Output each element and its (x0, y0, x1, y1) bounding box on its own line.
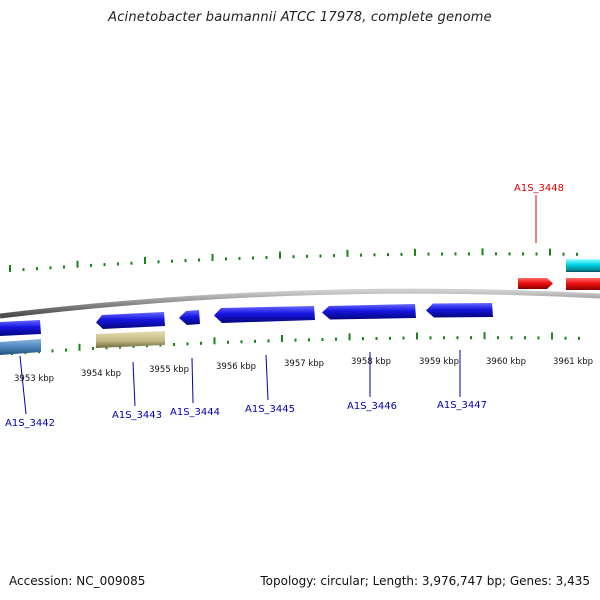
map-title: Acinetobacter baumannii ATCC 17978, comp… (108, 10, 492, 25)
gene-label-a1s-3447[interactable]: A1S_3447 (437, 400, 487, 411)
scale-label: 3958 kbp (351, 357, 391, 367)
scale-label: 3953 kbp (14, 374, 54, 384)
gene-label-a1s-3446[interactable]: A1S_3446 (347, 401, 397, 412)
gene-arrow-a1s-3447[interactable] (426, 303, 493, 318)
scale-label: 3954 kbp (81, 369, 121, 379)
gene-label-a1s-3445[interactable]: A1S_3445 (245, 404, 295, 415)
scale-labels: 3953 kbp 3954 kbp 3955 kbp 3956 kbp 3957… (14, 357, 593, 384)
scale-label: 3956 kbp (216, 362, 256, 372)
gene-label-a1s-3442[interactable]: A1S_3442 (5, 418, 55, 429)
gene-arrow-a1s-3446[interactable] (322, 304, 416, 320)
scale-label: 3959 kbp (419, 357, 459, 367)
scale-label: 3955 kbp (149, 365, 189, 375)
gene-arrow-forward-right-edge[interactable] (566, 278, 600, 290)
leader-line-a1s-3442 (19, 355, 27, 415)
accession-label: Accession: NC_009085 (9, 574, 146, 588)
leader-line-a1s-3445 (265, 354, 269, 401)
gene-label-a1s-3444[interactable]: A1S_3444 (170, 407, 220, 418)
gene-arrow-a1s-3443[interactable] (96, 312, 165, 329)
gene-arrow-a1s-3445[interactable] (214, 306, 315, 323)
rna-feature-cyan[interactable] (566, 259, 600, 271)
scale-label: 3960 kbp (486, 357, 526, 367)
genome-backbone (0, 288, 600, 319)
leader-line-a1s-3444 (191, 357, 194, 404)
gene-arrow-a1s-3448[interactable] (518, 278, 553, 289)
gene-arrow-a1s-3444[interactable] (179, 310, 200, 325)
scale-label: 3961 kbp (553, 357, 593, 367)
leader-line-a1s-3443 (132, 361, 136, 407)
cds-feature-steelblue[interactable] (0, 339, 41, 355)
genome-stats-label: Topology: circular; Length: 3,976,747 bp… (260, 574, 590, 588)
cds-feature-khaki[interactable] (96, 331, 165, 348)
outer-tick-marks (9, 248, 578, 272)
gene-label-a1s-3448[interactable]: A1S_3448 (514, 183, 564, 194)
scale-label: 3957 kbp (284, 359, 324, 369)
gene-arrow-a1s-3442[interactable] (0, 320, 41, 336)
gene-label-a1s-3443[interactable]: A1S_3443 (112, 410, 162, 421)
